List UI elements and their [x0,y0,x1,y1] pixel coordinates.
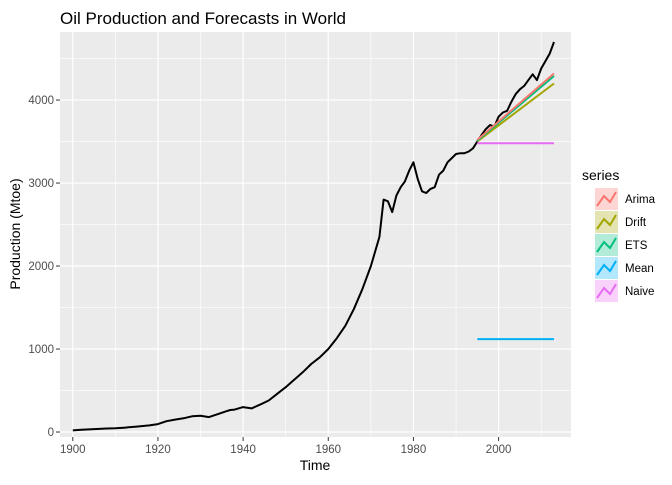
x-axis-label: Time [300,457,331,473]
y-axis: 0 1000 2000 3000 4000 [28,95,60,439]
x-tick-label: 1960 [315,444,341,456]
legend-label: Naive [625,286,654,298]
y-tick-label: 3000 [28,178,54,190]
x-tick-label: 2000 [486,444,512,456]
x-tick-label: 1980 [401,444,427,456]
chart-title: Oil Production and Forecasts in World [60,9,346,28]
legend-label: Mean [625,263,654,275]
legend-key-line [596,237,617,253]
legend-key-line [596,283,617,299]
y-tick-label: 2000 [28,261,54,273]
series-line-drift [476,82,555,143]
x-tick-label: 1900 [60,444,86,456]
history-line [72,41,555,432]
legend-key-line [596,191,617,207]
x-tick-label: 1920 [145,444,171,456]
x-tick-label: 1940 [230,444,256,456]
grid-major [60,32,571,437]
legend-item-naive: Naive [595,280,654,302]
y-axis-label: Production (Mtoe) [7,178,23,289]
legend-label: Drift [625,217,647,229]
y-tick-label: 4000 [28,95,54,107]
legend-item-drift: Drift [595,211,647,233]
legend-title: series [582,167,619,183]
y-tick-label: 0 [48,427,54,439]
y-tick-label: 1000 [28,344,54,356]
legend-item-mean: Mean [595,257,654,279]
series-line-arima [476,72,555,141]
legend-item-arima: Arima [595,188,656,210]
legend: series Arima Drift ETS Mean Naive [582,167,656,302]
legend-label: Arima [625,194,656,206]
plot-panel [60,32,571,437]
legend-key-line [596,260,617,276]
legend-item-ets: ETS [595,234,648,256]
legend-key-line [596,214,617,230]
x-axis: 1900 1920 1940 1960 1980 2000 [60,437,511,456]
legend-label: ETS [625,240,648,252]
series-layer [72,41,555,432]
